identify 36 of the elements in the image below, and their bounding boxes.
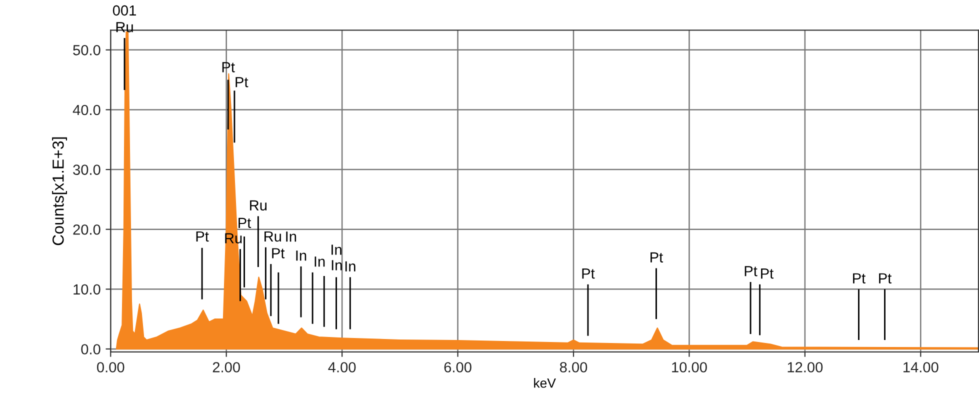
x-tick-label: 0.00 bbox=[97, 362, 124, 372]
annotation: Pt bbox=[238, 218, 252, 228]
x-axis-title: keV bbox=[534, 378, 556, 388]
x-tick-label: 4.00 bbox=[328, 362, 356, 372]
y-tick-label: 20.0 bbox=[73, 224, 100, 235]
annotation: Pt bbox=[196, 231, 209, 242]
annotation: Pt bbox=[222, 62, 235, 72]
x-tick-label: 8.00 bbox=[560, 362, 588, 372]
annotation: 001 bbox=[112, 5, 136, 16]
annotation: Pt bbox=[582, 268, 595, 279]
annotation: In bbox=[296, 250, 306, 261]
annotation: Pt bbox=[879, 273, 892, 284]
annotation: Pt bbox=[744, 266, 758, 276]
annotation: Pt bbox=[236, 77, 248, 88]
annotation: In bbox=[286, 232, 296, 242]
x-tick-label: 10.00 bbox=[672, 362, 707, 372]
y-axis-title: Counts[x1.E+3] bbox=[52, 137, 67, 246]
annotation: In bbox=[332, 260, 342, 270]
x-tick-label: 12.00 bbox=[788, 362, 823, 372]
annotation: In bbox=[332, 244, 342, 255]
annotation: Ru bbox=[250, 200, 267, 211]
annotation: Pt bbox=[272, 248, 285, 258]
x-tick-label: 14.00 bbox=[904, 362, 938, 372]
y-tick-label: 40.0 bbox=[72, 104, 100, 116]
x-tick-label: 2.00 bbox=[212, 362, 240, 372]
x-tick-label: 6.00 bbox=[444, 362, 472, 372]
annotation: Pt bbox=[650, 252, 664, 263]
annotation: Pt bbox=[853, 273, 866, 284]
annotation: In bbox=[345, 261, 356, 272]
annotation: Ru bbox=[264, 231, 281, 242]
y-tick-label: 10.0 bbox=[74, 284, 100, 295]
annotation: In bbox=[314, 256, 325, 267]
y-tick-label: 50.0 bbox=[73, 45, 100, 56]
y-tick-label: 30.0 bbox=[73, 164, 100, 175]
y-tick-label: 0.0 bbox=[81, 344, 100, 354]
annotation: Pt bbox=[761, 268, 774, 279]
